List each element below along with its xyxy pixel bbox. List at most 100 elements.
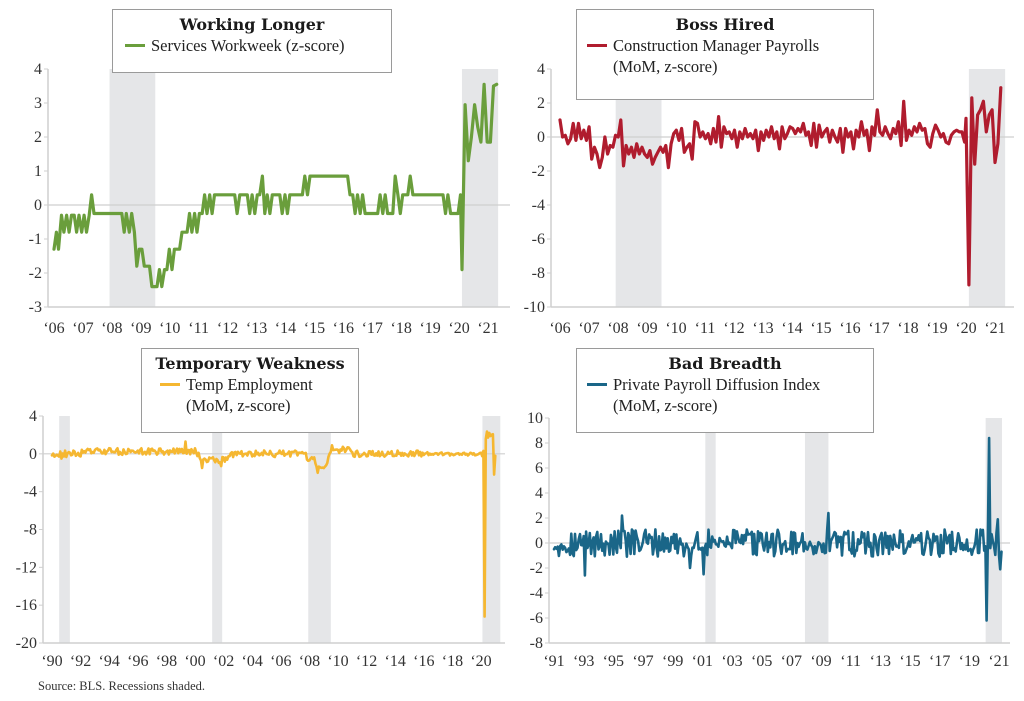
x-tick-label: ‘15: [304, 320, 325, 337]
y-tick-label: -8: [24, 522, 37, 539]
x-tick-label: ‘07: [578, 320, 599, 337]
y-tick-label: -3: [29, 299, 42, 316]
x-tick-label: ‘15: [899, 653, 920, 670]
y-tick-label: -6: [532, 231, 545, 248]
y-tick-label: 2: [537, 95, 545, 112]
y-tick-label: 6: [535, 460, 543, 477]
x-tick-label: ‘96: [127, 653, 148, 670]
x-tick-label: ‘95: [603, 653, 624, 670]
x-tick-label: ‘10: [665, 320, 686, 337]
x-tick-label: ‘14: [385, 653, 406, 670]
x-tick-label: ‘20: [955, 320, 976, 337]
y-tick-label: -8: [532, 265, 545, 282]
x-tick-label: ‘97: [632, 653, 653, 670]
legend-bad-breadth: Bad Breadth Private Payroll Diffusion In…: [576, 348, 874, 433]
y-tick-label: 2: [34, 129, 42, 146]
x-tick-label: ‘00: [184, 653, 205, 670]
x-tick-label: ‘94: [99, 653, 120, 670]
x-tick-label: ‘19: [926, 320, 947, 337]
legend-entry: Temp Employment (MoM, z-score): [142, 374, 358, 416]
x-tick-label: ‘18: [442, 653, 463, 670]
legend-label-line: (MoM, z-score): [613, 396, 718, 415]
x-tick-label: ‘20: [470, 653, 491, 670]
legend-label: Services Workweek (z-score): [151, 36, 345, 55]
x-tick-label: ‘07: [781, 653, 802, 670]
x-tick-label: ‘08: [607, 320, 628, 337]
y-tick-label: -10: [524, 299, 545, 316]
x-tick-label: ‘19: [419, 320, 440, 337]
x-tick-label: ‘11: [188, 320, 209, 337]
chart-working-longer: 4 3 2 1 0 -1 -2 -3‘06 ‘07 ‘08 ‘09 ‘10 ‘11 ‘12 ‘13 ‘14 ‘1…: [29, 61, 510, 337]
x-tick-label: ‘98: [156, 653, 177, 670]
y-tick-label: -4: [24, 484, 37, 501]
x-tick-label: ‘11: [840, 653, 861, 670]
recession-shade: [212, 416, 223, 643]
x-tick-label: ‘15: [810, 320, 831, 337]
x-tick-label: ‘09: [810, 653, 831, 670]
y-tick-label: 0: [29, 446, 37, 463]
y-tick-label: 4: [29, 408, 37, 425]
y-tick-label: 3: [34, 95, 42, 112]
chart-title: Bad Breadth: [668, 354, 782, 373]
legend-swatch-icon: [160, 383, 180, 386]
recession-shade: [705, 418, 716, 643]
x-tick-label: ‘18: [391, 320, 412, 337]
series-line: [558, 86, 1003, 287]
recession-shade: [308, 416, 331, 643]
series-line: [52, 82, 499, 289]
x-tick-label: ‘10: [159, 320, 180, 337]
x-tick-label: ‘06: [270, 653, 291, 670]
recession-shade: [109, 69, 156, 307]
y-tick-label: 4: [535, 485, 543, 502]
y-tick-label: 10: [527, 410, 543, 427]
x-tick-label: ‘14: [275, 320, 296, 337]
x-tick-label: ‘16: [333, 320, 354, 337]
x-tick-label: ‘05: [751, 653, 772, 670]
y-tick-label: -8: [530, 635, 543, 652]
x-tick-label: ‘12: [217, 320, 238, 337]
x-tick-label: ‘16: [839, 320, 860, 337]
y-tick-label: -2: [532, 163, 545, 180]
y-tick-label: -2: [530, 560, 543, 577]
chart-title: Working Longer: [179, 15, 325, 34]
legend-temporary-weakness: Temporary Weakness Temp Employment (MoM,…: [141, 348, 359, 433]
x-tick-label: ‘08: [101, 320, 122, 337]
y-tick-label: -2: [29, 265, 42, 282]
chart-title: Temporary Weakness: [155, 354, 345, 373]
x-tick-label: ‘13: [870, 653, 891, 670]
source-note: Source: BLS. Recessions shaded.: [38, 679, 205, 693]
legend-entry: Construction Manager Payrolls (MoM, z-sc…: [577, 35, 873, 77]
x-tick-label: ‘20: [448, 320, 469, 337]
chart-bad-breadth: 10 8 6 4 2 0 -2 -4 -6 -8‘91 ‘93 ‘95 ‘97 ‘99 ‘01 ‘03 ‘05 ‘…: [527, 410, 1010, 670]
x-tick-label: ‘17: [362, 320, 383, 337]
chart-temporary-weakness: 4 0 -4 -8 -12 -16 -20‘90 ‘92 ‘94 ‘96 ‘98 ‘00 ‘02 ‘04 ‘…: [16, 408, 505, 670]
x-tick-label: ‘09: [130, 320, 151, 337]
x-tick-label: ‘93: [573, 653, 594, 670]
y-tick-label: -16: [16, 597, 37, 614]
x-tick-label: ‘92: [70, 653, 91, 670]
y-tick-label: 0: [34, 197, 42, 214]
legend-label: Construction Manager Payrolls (MoM, z-sc…: [613, 35, 819, 77]
x-tick-label: ‘11: [695, 320, 716, 337]
x-tick-label: ‘16: [413, 653, 434, 670]
x-tick-label: ‘09: [636, 320, 657, 337]
legend-label-line: (MoM, z-score): [186, 396, 291, 415]
y-tick-label: 1: [34, 163, 42, 180]
recession-shade: [59, 416, 70, 643]
x-tick-label: ‘21: [984, 320, 1005, 337]
legend-swatch-icon: [125, 44, 145, 47]
legend-label-line: Construction Manager Payrolls: [613, 36, 820, 55]
legend-swatch-icon: [587, 383, 607, 386]
y-tick-label: 0: [535, 535, 543, 552]
y-tick-label: 8: [535, 435, 543, 452]
x-tick-label: ‘17: [868, 320, 889, 337]
recession-shade: [482, 416, 501, 643]
x-tick-label: ‘04: [242, 653, 263, 670]
y-tick-label: -6: [530, 610, 543, 627]
legend-label-line: Private Payroll Diffusion Index: [613, 375, 821, 394]
x-tick-label: ‘21: [477, 320, 498, 337]
y-tick-label: -20: [16, 635, 37, 652]
legend-label-line: (MoM, z-score): [613, 57, 718, 76]
legend-swatch-icon: [587, 44, 607, 47]
